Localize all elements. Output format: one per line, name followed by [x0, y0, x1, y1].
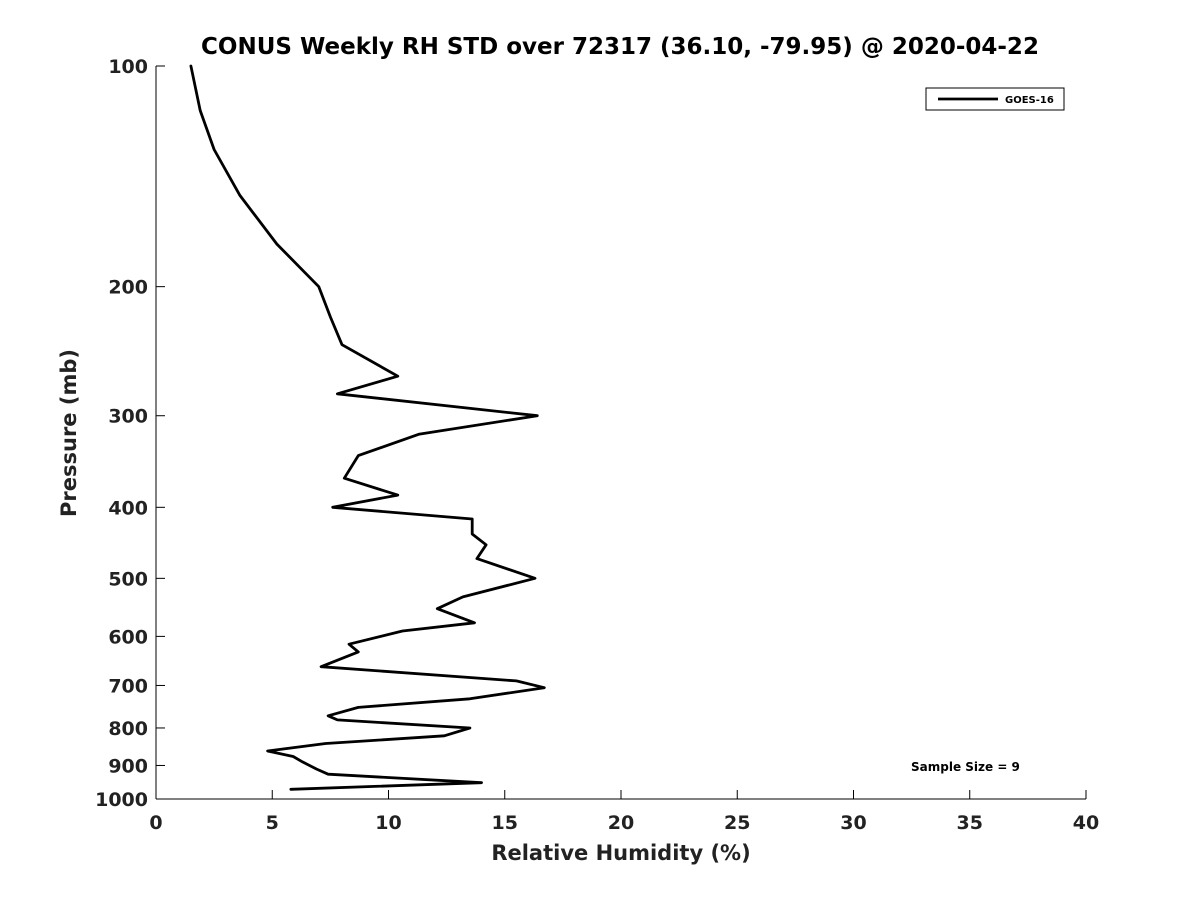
x-tick-label: 0 [149, 812, 162, 834]
legend-entry-goes-16: GOES-16 [1005, 95, 1054, 106]
x-tick-label: 5 [266, 812, 279, 834]
y-tick-label: 400 [108, 497, 148, 519]
x-tick-label: 15 [492, 812, 518, 834]
y-tick-label: 300 [108, 406, 148, 428]
y-tick-label: 200 [108, 277, 148, 299]
y-axis-label: Pressure (mb) [57, 349, 81, 517]
y-ticks: 100 200 300 400 500 600 700 800 900 1000 [95, 56, 165, 811]
chart-title: CONUS Weekly RH STD over 72317 (36.10, -… [201, 34, 1039, 60]
series-line-goes-16 [189, 64, 546, 791]
x-tick-label: 30 [840, 812, 866, 834]
x-tick-label: 40 [1073, 812, 1099, 834]
x-ticks: 0 5 10 15 20 25 30 35 40 [149, 790, 1099, 834]
y-tick-label: 900 [108, 755, 148, 777]
y-tick-label: 100 [108, 56, 148, 78]
y-tick-label: 700 [108, 675, 148, 697]
x-tick-label: 35 [957, 812, 983, 834]
x-axis-label: Relative Humidity (%) [491, 841, 750, 865]
y-tick-label: 600 [108, 626, 148, 648]
sample-size-annotation: Sample Size = 9 [911, 760, 1020, 774]
y-tick-label: 500 [108, 568, 148, 590]
x-tick-label: 20 [608, 812, 634, 834]
y-tick-label: 1000 [95, 789, 148, 811]
y-tick-label: 800 [108, 718, 148, 740]
x-tick-label: 25 [724, 812, 750, 834]
legend: GOES-16 [925, 87, 1065, 111]
x-tick-label: 10 [375, 812, 401, 834]
